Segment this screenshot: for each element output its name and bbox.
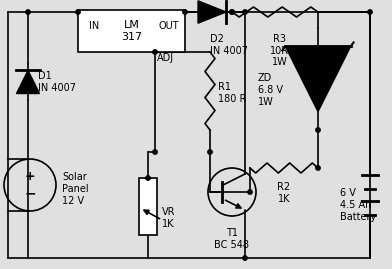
Polygon shape bbox=[285, 46, 350, 112]
Text: 6 V
4.5 Ah
Battery: 6 V 4.5 Ah Battery bbox=[340, 188, 376, 222]
Text: ZD
6.8 V
1W: ZD 6.8 V 1W bbox=[258, 73, 283, 107]
Text: LM
317: LM 317 bbox=[121, 20, 142, 42]
Circle shape bbox=[316, 166, 320, 170]
Circle shape bbox=[248, 190, 252, 194]
Text: R1
180 R: R1 180 R bbox=[218, 82, 247, 104]
Circle shape bbox=[153, 150, 157, 154]
Circle shape bbox=[243, 10, 247, 14]
Text: +: + bbox=[25, 171, 35, 183]
Text: ADJ: ADJ bbox=[157, 53, 174, 63]
Circle shape bbox=[183, 10, 187, 14]
Text: R3
10R
1W: R3 10R 1W bbox=[270, 34, 290, 67]
Circle shape bbox=[230, 10, 234, 14]
Circle shape bbox=[368, 10, 372, 14]
Text: −: − bbox=[24, 186, 36, 200]
Circle shape bbox=[146, 176, 150, 180]
Bar bbox=[139, 178, 157, 235]
Circle shape bbox=[76, 10, 80, 14]
Text: T1
BC 548: T1 BC 548 bbox=[214, 228, 249, 250]
Circle shape bbox=[153, 50, 157, 54]
Circle shape bbox=[230, 10, 234, 14]
Text: R2
1K: R2 1K bbox=[278, 182, 290, 204]
Text: D1
IN 4007: D1 IN 4007 bbox=[38, 71, 76, 93]
Text: VR
1K: VR 1K bbox=[162, 207, 176, 229]
Circle shape bbox=[26, 10, 30, 14]
Bar bbox=[78, 10, 185, 52]
Polygon shape bbox=[198, 1, 226, 23]
Text: D2
IN 4007: D2 IN 4007 bbox=[210, 34, 248, 56]
Text: IN: IN bbox=[89, 21, 99, 31]
Circle shape bbox=[243, 256, 247, 260]
Text: Solar
Panel
12 V: Solar Panel 12 V bbox=[62, 172, 89, 206]
Text: OUT: OUT bbox=[159, 21, 179, 31]
Polygon shape bbox=[16, 70, 40, 94]
Circle shape bbox=[208, 150, 212, 154]
Circle shape bbox=[316, 128, 320, 132]
